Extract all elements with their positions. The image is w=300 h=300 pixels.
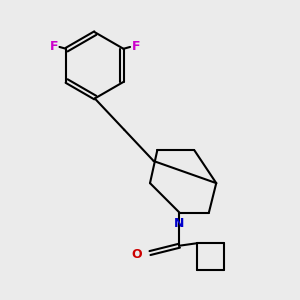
Text: F: F — [50, 40, 58, 53]
Text: N: N — [174, 217, 184, 230]
Text: O: O — [131, 248, 142, 261]
Text: F: F — [132, 40, 140, 53]
